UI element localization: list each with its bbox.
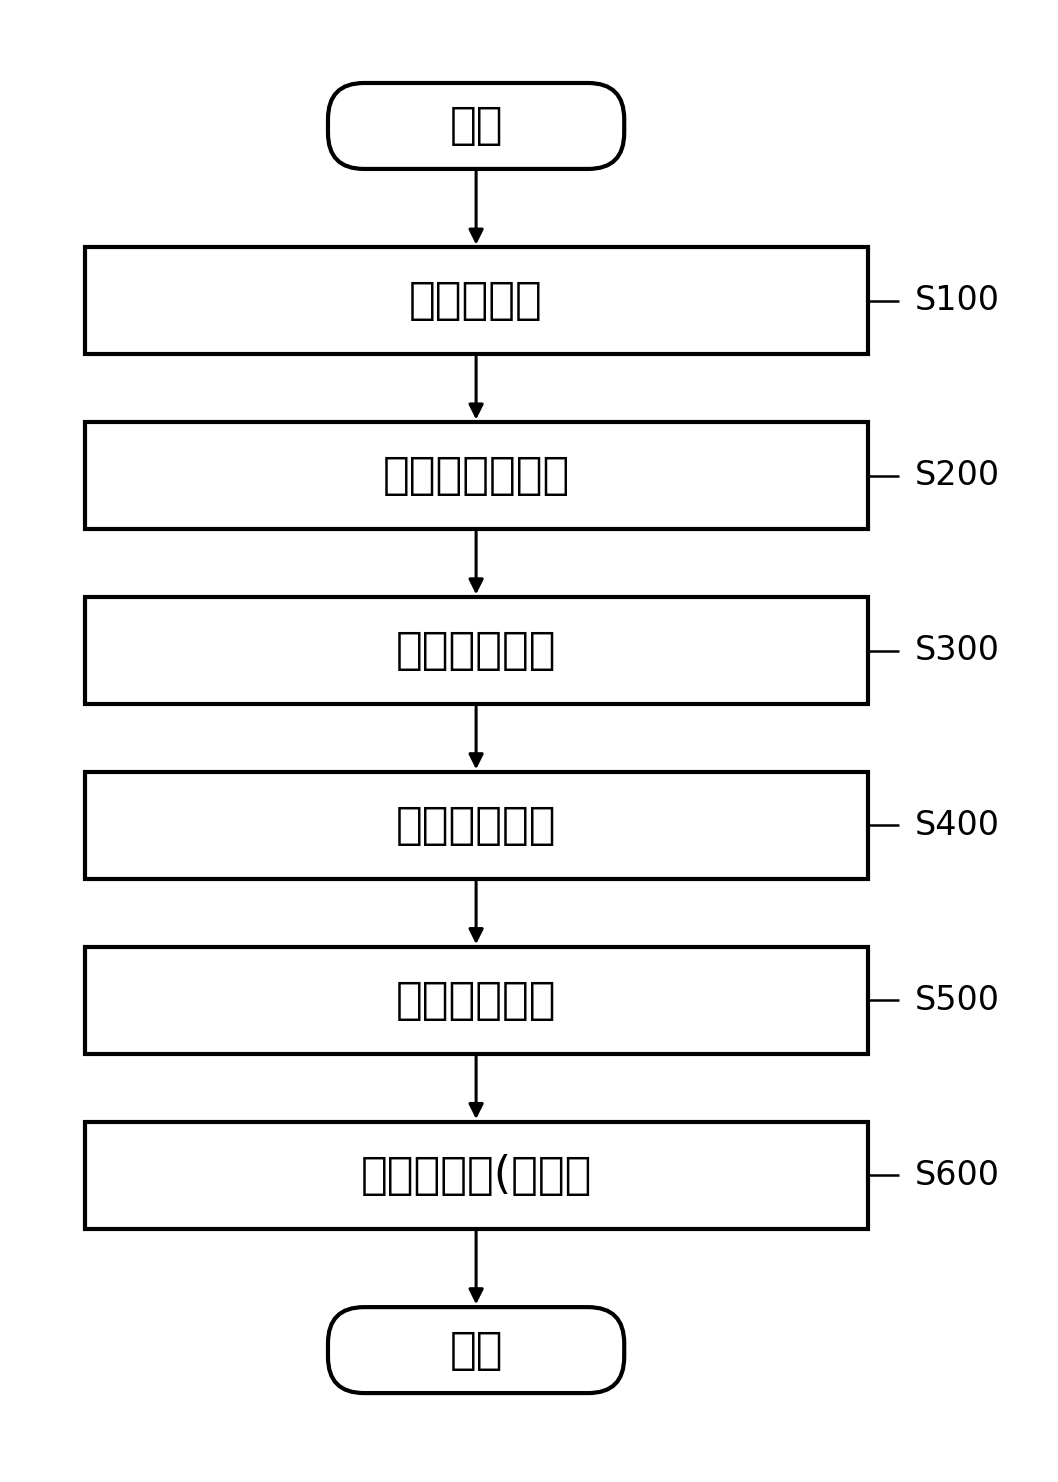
- Bar: [85, 422, 868, 529]
- Text: S500: S500: [915, 984, 1000, 1017]
- Text: 膜供应操作: 膜供应操作: [409, 279, 543, 323]
- Text: 低温处理操作: 低温处理操作: [396, 978, 557, 1023]
- Bar: [85, 597, 868, 704]
- Text: S300: S300: [915, 634, 1000, 667]
- Text: S400: S400: [915, 809, 1000, 842]
- Bar: [85, 1122, 868, 1229]
- Bar: [85, 772, 868, 879]
- Text: 低温处理操作: 低温处理操作: [396, 628, 557, 673]
- Text: S100: S100: [915, 285, 1000, 317]
- Bar: [85, 247, 868, 354]
- FancyBboxPatch shape: [328, 1307, 624, 1393]
- Text: 开始: 开始: [450, 104, 503, 148]
- Text: 硫锐池浸渍操作: 硫锐池浸渍操作: [383, 453, 569, 498]
- Text: S600: S600: [915, 1159, 1000, 1192]
- Text: 结束: 结束: [450, 1328, 503, 1372]
- Text: S200: S200: [915, 459, 1000, 492]
- Text: 高温处理操作: 高温处理操作: [396, 803, 557, 848]
- FancyBboxPatch shape: [328, 83, 624, 169]
- Bar: [85, 947, 868, 1054]
- Text: 膜卷绕操作(淡冷）: 膜卷绕操作(淡冷）: [361, 1153, 591, 1197]
